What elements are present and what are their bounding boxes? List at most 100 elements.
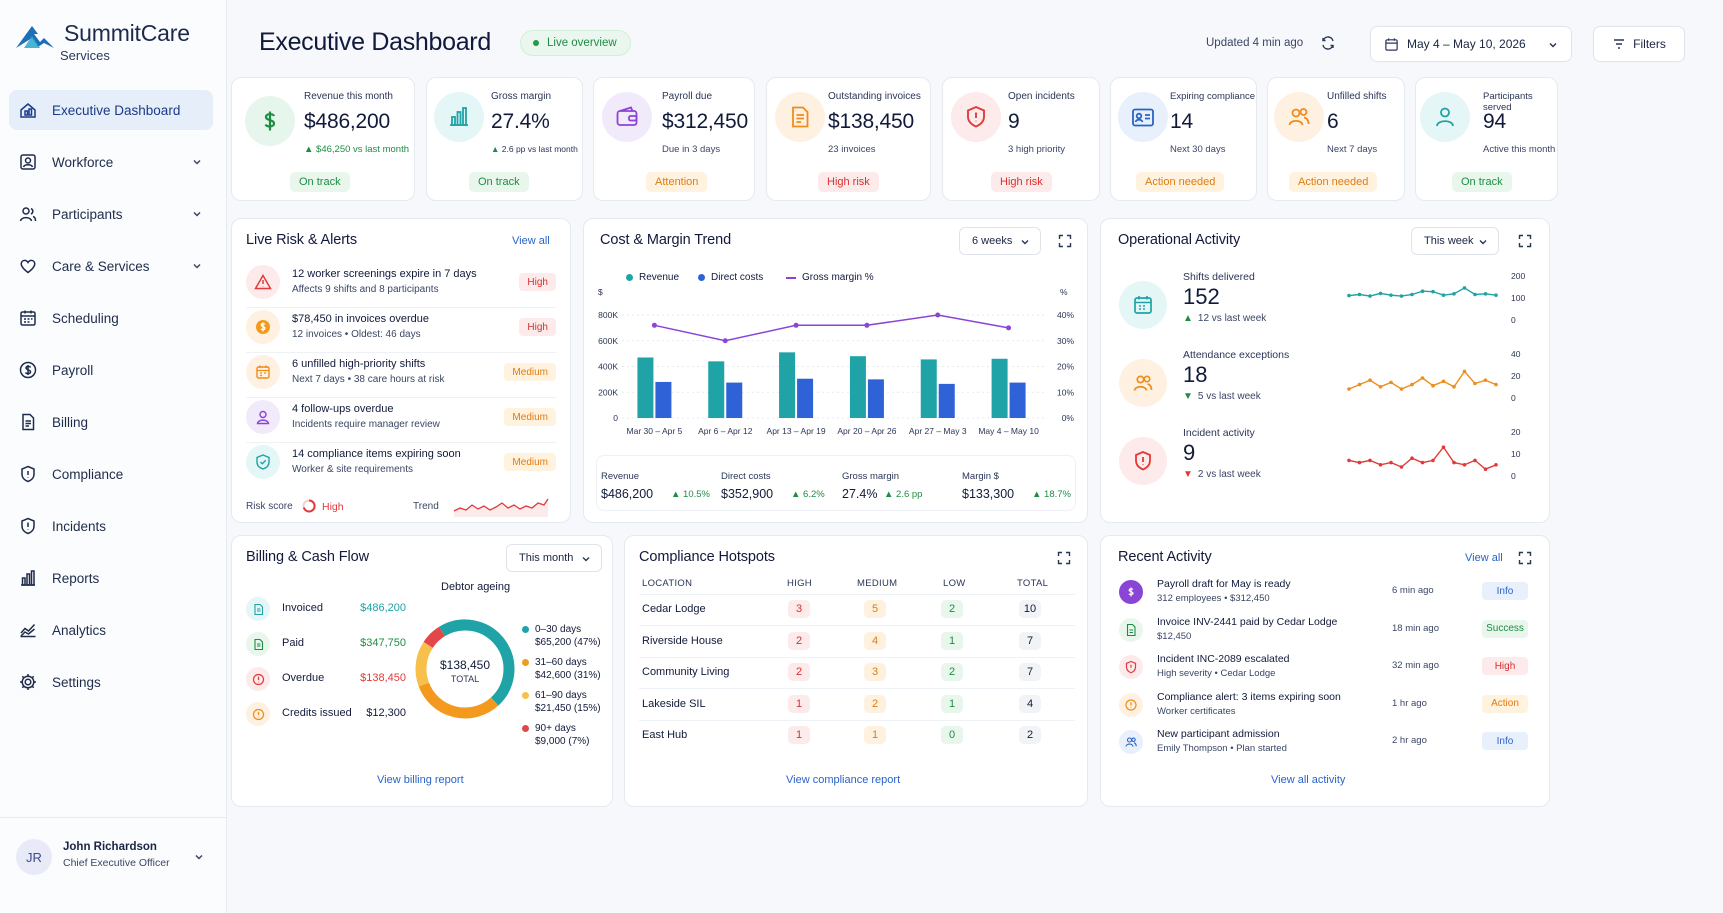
direct-costs-bar[interactable] xyxy=(1009,382,1026,418)
compliance-count-low[interactable]: 0 xyxy=(941,726,963,744)
ops-metric-row[interactable]: Attendance exceptions 18 ▼ 5 vs last week 40… xyxy=(1115,349,1535,429)
compliance-count-high[interactable]: 1 xyxy=(788,726,810,744)
risk-item[interactable]: 14 compliance items expiring soon Worker … xyxy=(246,445,556,485)
brand-logo[interactable]: SummitCare Services xyxy=(14,20,190,63)
gross-margin-point[interactable] xyxy=(722,338,728,344)
billing-row[interactable]: Paid $347,750 xyxy=(246,632,406,656)
compliance-location[interactable]: Riverside House xyxy=(642,634,723,647)
direct-costs-bar[interactable] xyxy=(726,382,743,418)
compliance-count-medium[interactable]: 1 xyxy=(864,726,886,744)
view-all-link[interactable]: View all xyxy=(512,235,550,247)
donut-slice[interactable] xyxy=(418,682,499,719)
kpi-expiring-compliance[interactable]: Expiring compliance 14 Next 30 days Acti… xyxy=(1110,77,1257,201)
compliance-count-medium[interactable]: 4 xyxy=(864,631,886,650)
cost-range-select[interactable]: 6 weeks xyxy=(959,227,1041,255)
compliance-count-total[interactable]: 4 xyxy=(1019,694,1041,713)
date-range-picker[interactable]: May 4 – May 10, 2026 xyxy=(1370,26,1572,62)
gross-margin-point[interactable] xyxy=(1006,325,1012,331)
sidebar-item-compliance[interactable]: Compliance xyxy=(9,454,213,494)
kpi-outstanding-invoices[interactable]: Outstanding invoices $138,450 23 invoice… xyxy=(766,77,931,201)
kpi-unfilled-shifts[interactable]: Unfilled shifts 6 Next 7 days Action nee… xyxy=(1267,77,1405,201)
risk-item[interactable]: 4 follow-ups overdue Incidents require ma… xyxy=(246,400,556,443)
compliance-count-total[interactable]: 10 xyxy=(1019,600,1041,618)
sidebar-item-reports[interactable]: Reports xyxy=(9,558,213,598)
donut-slice[interactable] xyxy=(415,641,433,687)
kpi-participants-served[interactable]: Participants served 94 Active this month… xyxy=(1415,77,1558,201)
sidebar-item-billing[interactable]: Billing xyxy=(9,402,213,442)
gross-margin-point[interactable] xyxy=(793,322,799,328)
user-menu[interactable]: JR John Richardson Chief Executive Offic… xyxy=(0,817,227,913)
view-all-activity-link[interactable]: View all activity xyxy=(1271,774,1346,786)
kpi-revenue[interactable]: Revenue this month $486,200 ▲ $46,250 vs… xyxy=(231,77,415,201)
kpi-payroll-due[interactable]: Payroll due $312,450 Due in 3 days Atten… xyxy=(593,77,755,201)
compliance-count-high[interactable]: 3 xyxy=(788,600,810,618)
sidebar-item-analytics[interactable]: Analytics xyxy=(9,610,213,650)
billing-range-select[interactable]: This month xyxy=(506,544,602,572)
compliance-count-medium[interactable]: 5 xyxy=(864,600,886,618)
expand-icon[interactable] xyxy=(1057,551,1071,565)
compliance-count-total[interactable]: 7 xyxy=(1019,663,1041,681)
revenue-bar[interactable] xyxy=(779,352,796,418)
ops-metric-row[interactable]: Shifts delivered 152 ▲ 12 vs last week 200 10… xyxy=(1115,271,1535,351)
sidebar-item-care-services[interactable]: Care & Services xyxy=(9,246,213,286)
compliance-count-high[interactable]: 2 xyxy=(788,663,810,681)
direct-costs-bar[interactable] xyxy=(655,381,672,418)
activity-item[interactable]: New participant admission Emily Thompson … xyxy=(1115,728,1535,762)
activity-item[interactable]: Compliance alert: 3 items expiring soon W… xyxy=(1115,691,1535,725)
expand-icon[interactable] xyxy=(1518,234,1532,248)
compliance-count-high[interactable]: 2 xyxy=(788,631,810,650)
sidebar-item-participants[interactable]: Participants xyxy=(9,194,213,234)
activity-item[interactable]: Invoice INV-2441 paid by Cedar Lodge $12,… xyxy=(1115,616,1535,650)
ops-range-select[interactable]: This week xyxy=(1411,227,1499,255)
compliance-location[interactable]: Cedar Lodge xyxy=(642,603,706,615)
revenue-bar[interactable] xyxy=(637,357,654,418)
expand-icon[interactable] xyxy=(1518,551,1532,565)
donut-slice[interactable] xyxy=(423,626,446,649)
billing-row[interactable]: Overdue $138,450 xyxy=(246,667,406,691)
compliance-count-low[interactable]: 1 xyxy=(941,631,963,650)
billing-row[interactable]: Invoiced $486,200 xyxy=(246,597,406,621)
view-compliance-report-link[interactable]: View compliance report xyxy=(786,774,901,786)
sidebar-item-executive-dashboard[interactable]: Executive Dashboard xyxy=(9,90,213,130)
revenue-bar[interactable] xyxy=(708,361,725,418)
compliance-count-total[interactable]: 2 xyxy=(1019,726,1041,744)
compliance-count-low[interactable]: 2 xyxy=(941,600,963,618)
activity-item[interactable]: Payroll draft for May is ready 312 employ… xyxy=(1115,578,1535,612)
direct-costs-bar[interactable] xyxy=(938,383,955,418)
sidebar-item-payroll[interactable]: Payroll xyxy=(9,350,213,390)
compliance-count-low[interactable]: 1 xyxy=(941,694,963,713)
compliance-location[interactable]: Lakeside SIL xyxy=(642,697,706,710)
kpi-open-incidents[interactable]: Open incidents 9 3 high priority High ri… xyxy=(942,77,1100,201)
kpi-gross-margin[interactable]: Gross margin 27.4% ▲ 2.6 pp vs last mont… xyxy=(426,77,583,201)
filters-button[interactable]: Filters xyxy=(1593,26,1685,62)
compliance-location[interactable]: East Hub xyxy=(642,729,688,741)
sidebar-item-settings[interactable]: Settings xyxy=(9,662,213,702)
revenue-bar[interactable] xyxy=(849,356,866,418)
direct-costs-bar[interactable] xyxy=(797,378,814,418)
gross-margin-point[interactable] xyxy=(864,322,870,328)
refresh-icon[interactable] xyxy=(1320,35,1336,51)
sidebar-item-incidents[interactable]: Incidents xyxy=(9,506,213,546)
sidebar-item-workforce[interactable]: Workforce xyxy=(9,142,213,182)
compliance-count-low[interactable]: 2 xyxy=(941,663,963,681)
direct-costs-bar[interactable] xyxy=(867,379,884,418)
compliance-count-medium[interactable]: 3 xyxy=(864,663,886,681)
compliance-location[interactable]: Community Living xyxy=(642,666,730,678)
revenue-bar[interactable] xyxy=(991,358,1008,418)
compliance-count-medium[interactable]: 2 xyxy=(864,694,886,713)
view-all-link[interactable]: View all xyxy=(1465,552,1503,564)
donut-slice[interactable] xyxy=(439,619,515,706)
ops-metric-row[interactable]: Incident activity 9 ▼ 2 vs last week 20 10 0 xyxy=(1115,427,1535,507)
compliance-count-total[interactable]: 7 xyxy=(1019,631,1041,650)
risk-item[interactable]: 12 worker screenings expire in 7 days Aff… xyxy=(246,265,556,308)
gross-margin-point[interactable] xyxy=(935,312,941,318)
billing-row[interactable]: Credits issued $12,300 xyxy=(246,702,406,726)
view-billing-report-link[interactable]: View billing report xyxy=(377,774,464,786)
expand-icon[interactable] xyxy=(1058,234,1072,248)
activity-item[interactable]: Incident INC-2089 escalated High severity… xyxy=(1115,653,1535,687)
gross-margin-point[interactable] xyxy=(651,322,657,328)
risk-item[interactable]: 6 unfilled high-priority shifts Next 7 da… xyxy=(246,355,556,398)
sidebar-item-scheduling[interactable]: Scheduling xyxy=(9,298,213,338)
revenue-bar[interactable] xyxy=(920,359,937,418)
risk-item[interactable]: $78,450 in invoices overdue 12 invoices •… xyxy=(246,310,556,353)
